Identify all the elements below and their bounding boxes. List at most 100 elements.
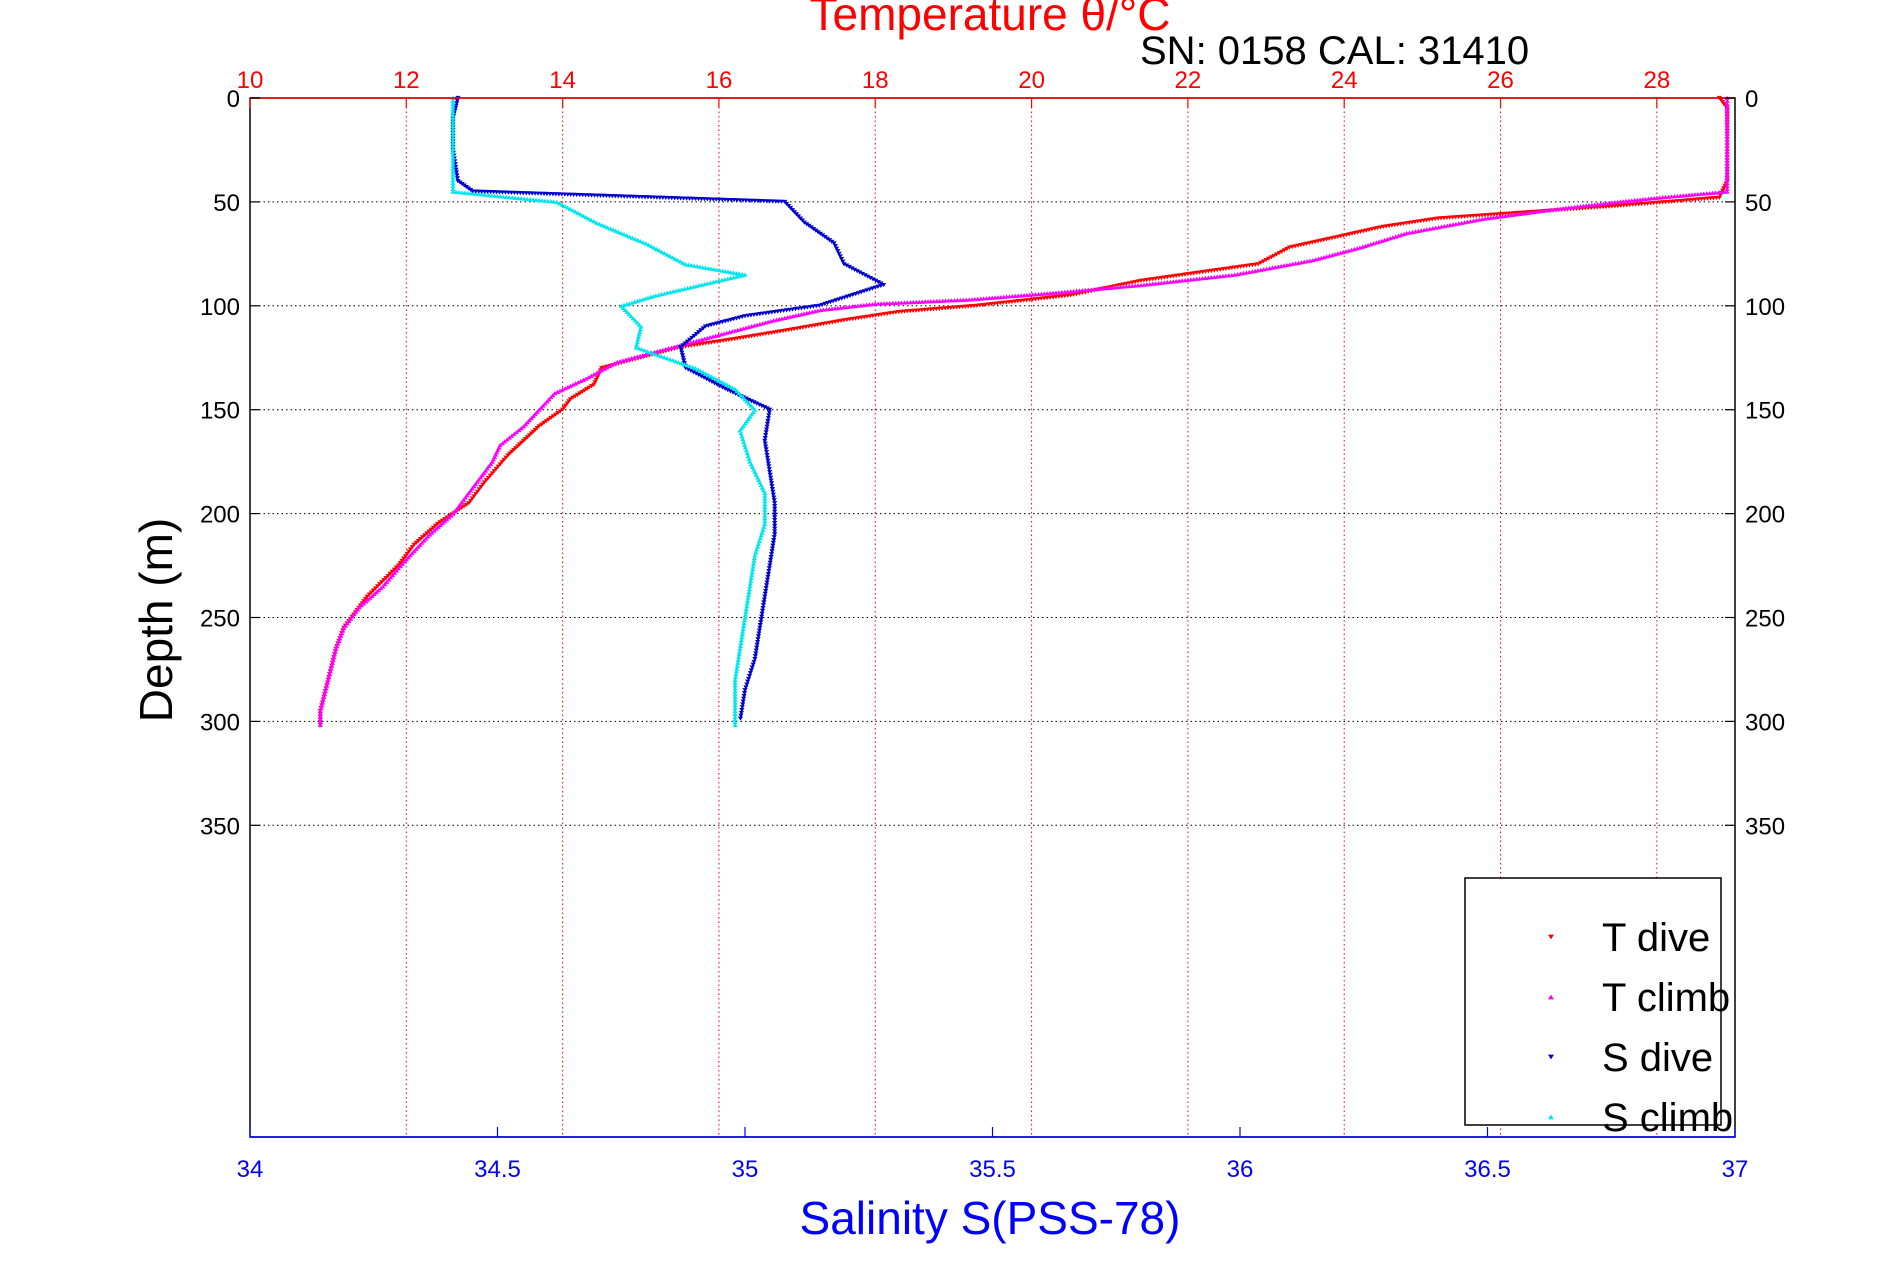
salinity-tick-label: 34	[237, 1156, 264, 1183]
data-point	[732, 386, 738, 391]
data-point	[763, 433, 769, 438]
data-point	[749, 570, 755, 575]
data-point	[450, 155, 456, 160]
data-point	[626, 312, 632, 317]
data-point	[570, 382, 576, 387]
data-point	[741, 693, 747, 698]
data-point	[1724, 180, 1730, 186]
data-point	[716, 378, 722, 383]
data-point	[596, 369, 602, 374]
data-point	[450, 129, 456, 135]
data-point	[765, 416, 771, 421]
data-point	[631, 355, 637, 360]
data-point	[772, 532, 778, 537]
data-point	[746, 589, 752, 595]
data-point	[404, 551, 410, 557]
data-point	[840, 259, 846, 264]
data-point	[764, 421, 771, 426]
data-point	[656, 353, 662, 358]
data-point	[693, 371, 699, 376]
data-point	[764, 427, 770, 432]
data-point	[401, 556, 407, 561]
data-point	[1365, 242, 1371, 248]
data-point	[593, 220, 600, 225]
data-point	[741, 690, 748, 696]
data-point	[548, 395, 554, 400]
data-point	[746, 592, 752, 597]
data-point	[358, 603, 365, 608]
data-point	[732, 717, 738, 722]
temperature-tick-label: 24	[1331, 67, 1358, 94]
depth-tick-label-left: 350	[200, 813, 240, 840]
data-point	[763, 588, 769, 594]
data-point	[324, 680, 331, 685]
data-point	[762, 499, 768, 504]
data-point	[667, 253, 673, 259]
data-point	[319, 700, 326, 705]
data-point	[756, 631, 762, 636]
data-point	[534, 409, 540, 414]
data-point	[384, 579, 390, 584]
temperature-axis-ticks: 10 12 14 16 18 20 22 24 26 28	[237, 67, 1670, 108]
temperature-tick-label: 26	[1487, 67, 1514, 94]
data-point	[466, 501, 472, 506]
data-point	[768, 557, 774, 562]
data-point	[317, 708, 323, 714]
data-point	[742, 445, 749, 450]
data-point	[762, 516, 768, 521]
data-point	[601, 366, 607, 371]
data-point	[1268, 255, 1274, 260]
data-point	[1401, 231, 1407, 237]
data-point	[759, 611, 765, 616]
data-point	[743, 448, 749, 453]
data-point	[682, 286, 688, 291]
data-point	[732, 697, 738, 702]
data-point	[480, 482, 486, 487]
data-point	[544, 399, 550, 404]
data-point	[450, 172, 456, 177]
data-point	[550, 393, 556, 398]
data-point	[762, 591, 768, 596]
data-point	[1263, 258, 1269, 263]
data-point	[1387, 236, 1393, 241]
data-point	[1260, 259, 1267, 264]
data-point	[771, 498, 777, 503]
data-point	[745, 679, 751, 684]
data-point	[770, 540, 776, 545]
data-point	[317, 717, 323, 722]
data-point	[636, 322, 642, 327]
data-point	[454, 98, 460, 103]
data-point	[762, 438, 768, 443]
data-point	[755, 541, 762, 546]
data-point	[586, 375, 592, 380]
data-point	[748, 578, 754, 583]
data-point	[427, 532, 433, 537]
data-point	[391, 570, 398, 575]
data-point	[732, 677, 738, 682]
data-point	[722, 386, 728, 391]
data-point	[764, 577, 771, 582]
data-point	[450, 121, 456, 126]
data-point	[772, 523, 778, 528]
data-point	[751, 400, 757, 405]
depth-tick-label-right: 250	[1745, 606, 1785, 633]
data-point	[761, 600, 767, 605]
data-point	[450, 169, 456, 174]
data-point	[591, 382, 597, 387]
data-point	[528, 415, 534, 421]
data-point	[687, 285, 693, 290]
data-point	[365, 597, 371, 602]
data-point	[593, 377, 599, 383]
data-point	[721, 381, 728, 386]
data-point	[403, 557, 409, 562]
data-point	[380, 584, 386, 589]
data-point	[746, 587, 753, 592]
data-point	[838, 256, 845, 262]
data-point	[402, 554, 409, 559]
data-point	[740, 395, 746, 400]
data-point	[756, 402, 762, 407]
data-point	[674, 343, 680, 349]
data-point	[648, 244, 654, 249]
data-point	[678, 347, 684, 353]
data-point	[450, 141, 456, 146]
